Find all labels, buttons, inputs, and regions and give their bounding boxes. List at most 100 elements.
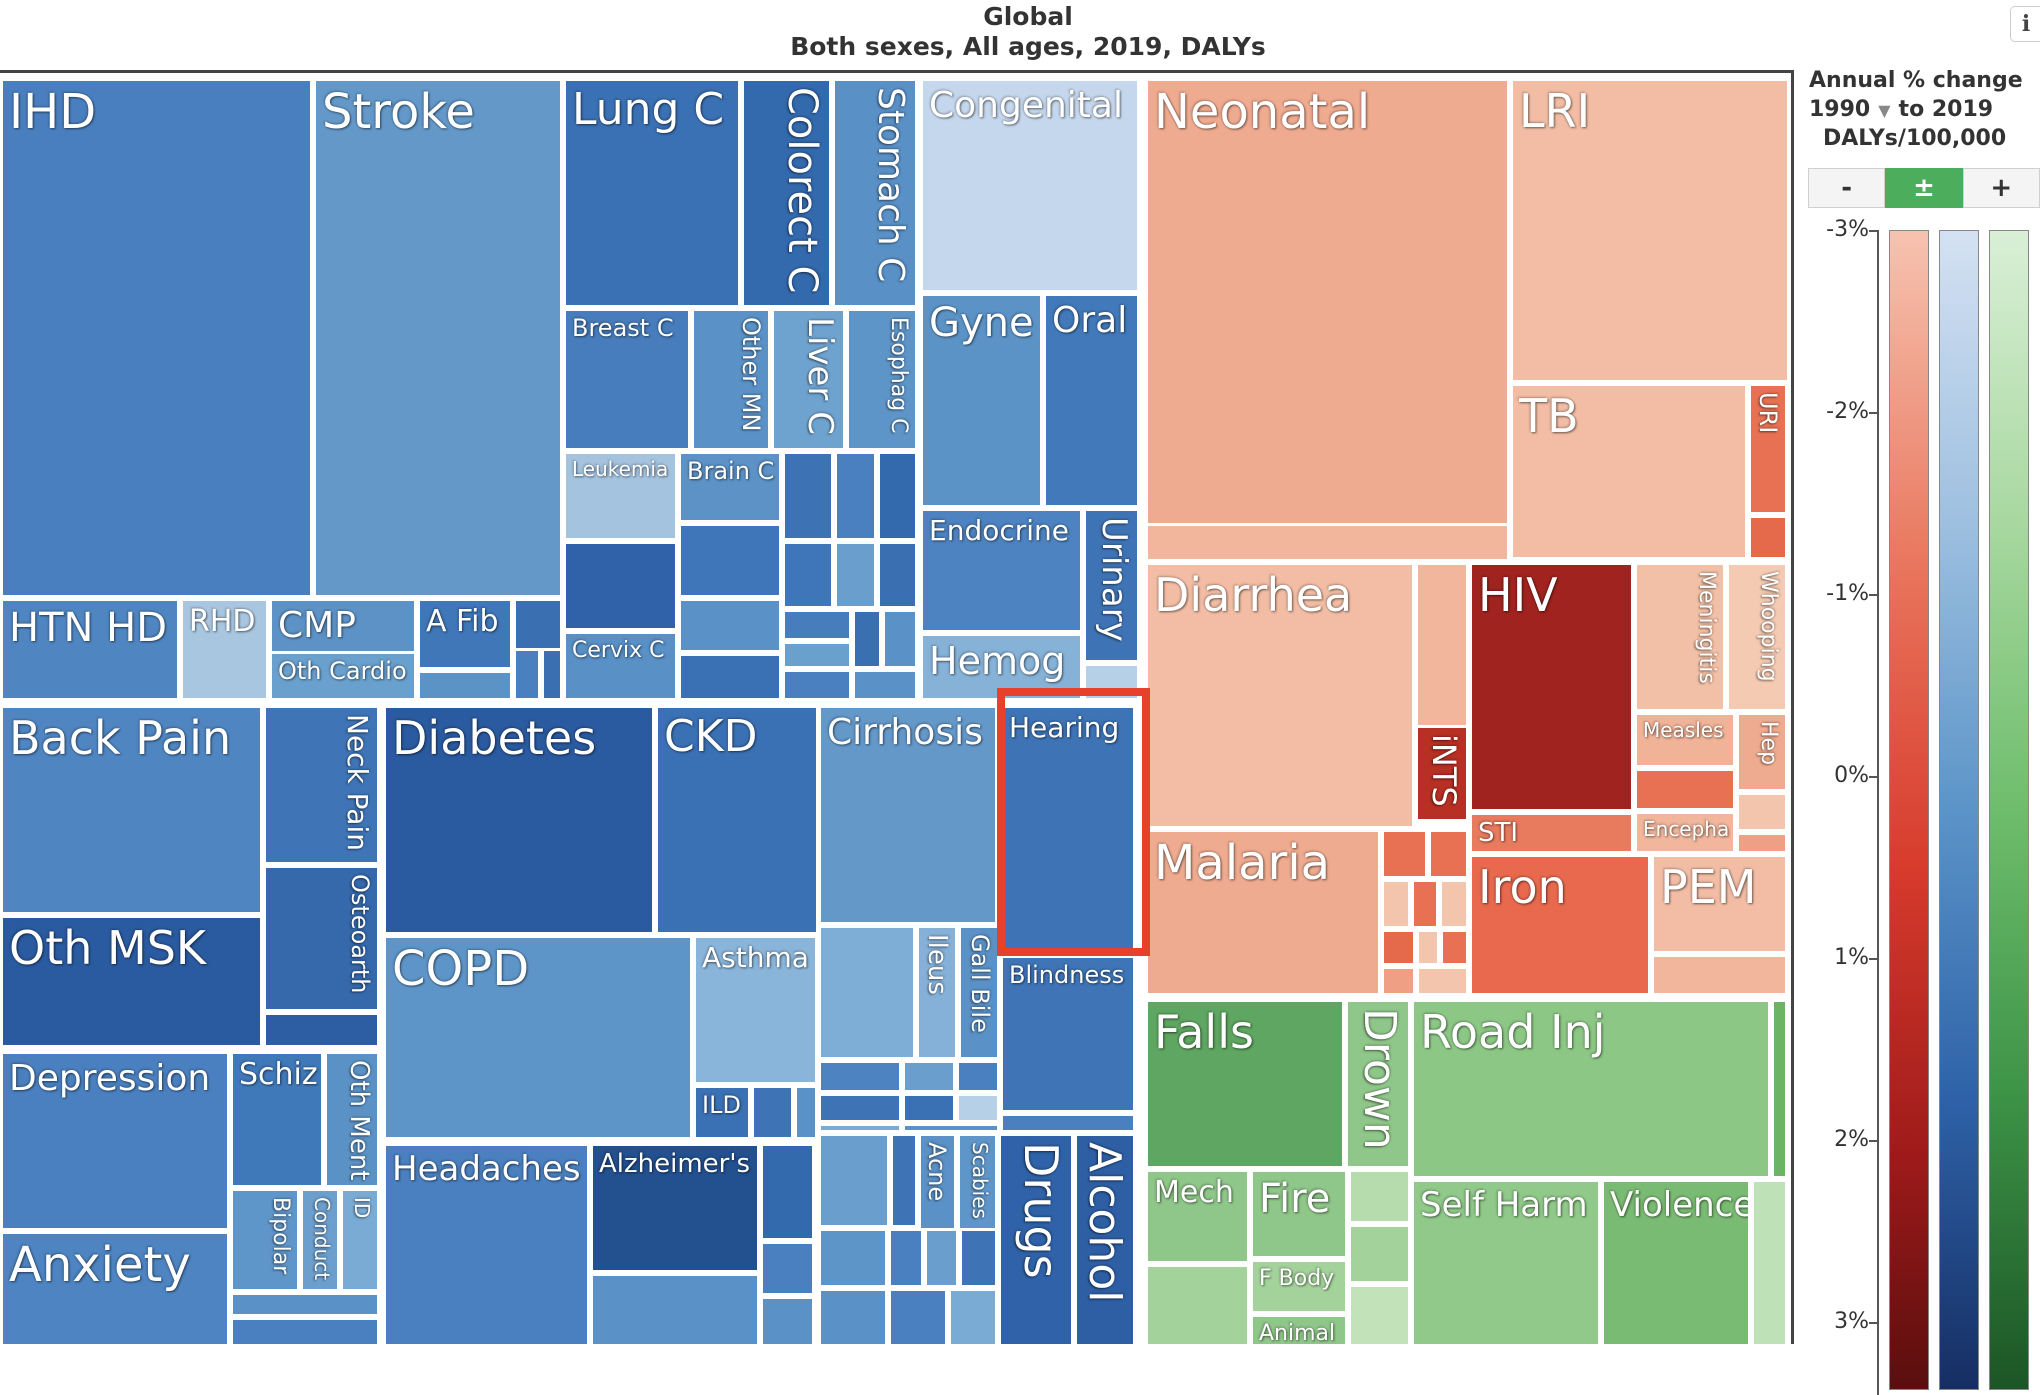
tile-unlabeled[interactable]	[1751, 1179, 1788, 1344]
tile-unlabeled[interactable]	[678, 653, 782, 701]
tile-lungc[interactable]: Lung C	[563, 78, 741, 308]
tile-unlabeled[interactable]	[230, 1317, 380, 1344]
tile-ckd[interactable]: CKD	[655, 705, 819, 935]
tile-gyne[interactable]: Gyne	[920, 293, 1043, 508]
tile-headaches[interactable]: Headaches	[383, 1143, 590, 1344]
tile-hiv[interactable]: HIV	[1469, 562, 1634, 812]
tile-unlabeled[interactable]	[760, 1143, 815, 1241]
tile-unlabeled[interactable]	[948, 1288, 998, 1344]
tile-unlabeled[interactable]	[1348, 1284, 1411, 1344]
tile-violence[interactable]: Violence	[1601, 1179, 1751, 1344]
tile-unlabeled[interactable]	[1083, 663, 1140, 701]
tile-copd[interactable]: COPD	[383, 935, 693, 1140]
tile-depression[interactable]: Depression	[0, 1051, 230, 1231]
tile-hearing[interactable]: Hearing	[1000, 705, 1136, 955]
tile-hemog[interactable]: Hemog	[920, 633, 1083, 701]
tile-brainc[interactable]: Brain C	[678, 451, 782, 523]
tile-unlabeled[interactable]	[782, 541, 834, 609]
tile-iron[interactable]: Iron	[1469, 854, 1651, 996]
tile-ileus[interactable]: Ileus	[916, 925, 958, 1060]
tile-unlabeled[interactable]	[1381, 879, 1411, 929]
tile-unlabeled[interactable]	[956, 1093, 1000, 1123]
tile-unlabeled[interactable]	[877, 451, 918, 541]
tile-lri[interactable]: LRI	[1510, 78, 1790, 383]
tile-unlabeled[interactable]	[1736, 832, 1788, 854]
tile-mech[interactable]: Mech	[1145, 1169, 1250, 1264]
tile-unlabeled[interactable]	[1771, 999, 1788, 1179]
tile-unlabeled[interactable]	[263, 1012, 380, 1048]
tile-unlabeled[interactable]	[902, 1060, 956, 1093]
tile-fire[interactable]: Fire	[1250, 1169, 1348, 1259]
tile-unlabeled[interactable]	[1736, 792, 1788, 832]
tile-diarrhea[interactable]: Diarrhea	[1145, 562, 1415, 829]
tile-unlabeled[interactable]	[818, 1093, 902, 1123]
tile-roadinj[interactable]: Road Inj	[1411, 999, 1771, 1179]
tile-unlabeled[interactable]	[1634, 768, 1736, 811]
tile-scabies[interactable]: Scabies	[957, 1133, 998, 1233]
tile-unlabeled[interactable]	[902, 1093, 956, 1123]
tile-measles[interactable]: Measles	[1634, 712, 1736, 768]
tile-unlabeled[interactable]	[818, 1133, 890, 1228]
tile-unlabeled[interactable]	[782, 609, 852, 641]
tile-liverc[interactable]: Liver C	[771, 308, 846, 451]
tile-endocrine[interactable]: Endocrine	[920, 508, 1083, 633]
tile-blindness[interactable]: Blindness	[1000, 955, 1136, 1113]
tile-schiz[interactable]: Schiz	[230, 1051, 324, 1188]
tile-unlabeled[interactable]	[1381, 829, 1428, 879]
tile-encepha[interactable]: Encepha	[1634, 811, 1736, 854]
tile-unlabeled[interactable]	[890, 1133, 918, 1228]
tile-stomachc[interactable]: Stomach C	[832, 78, 918, 308]
tile-unlabeled[interactable]	[794, 1085, 818, 1140]
tile-unlabeled[interactable]	[902, 1123, 1000, 1133]
tile-unlabeled[interactable]	[1348, 1224, 1411, 1284]
tile-unlabeled[interactable]	[563, 541, 678, 631]
tile-leukemia[interactable]: Leukemia	[563, 451, 678, 541]
tile-pem[interactable]: PEM	[1651, 854, 1788, 954]
tile-unlabeled[interactable]	[1411, 879, 1439, 929]
tile-drown[interactable]: Drown	[1345, 999, 1411, 1169]
tile-hep[interactable]: Hep	[1736, 712, 1788, 792]
tile-unlabeled[interactable]	[760, 1296, 815, 1344]
tile-unlabeled[interactable]	[590, 1273, 760, 1344]
both-mode-button[interactable]: ±	[1885, 168, 1963, 208]
tile-unlabeled[interactable]	[1416, 966, 1469, 996]
tile-colorectc[interactable]: Colorect C	[741, 78, 832, 308]
tile-afib[interactable]: A Fib	[417, 598, 513, 670]
tile-unlabeled[interactable]	[818, 925, 916, 1060]
tile-ild[interactable]: ILD	[693, 1085, 751, 1140]
tile-drugs[interactable]: Drugs	[998, 1133, 1074, 1344]
tile-unlabeled[interactable]	[1440, 929, 1469, 966]
tile-cervixc[interactable]: Cervix C	[563, 631, 678, 701]
positive-mode-button[interactable]: +	[1962, 168, 2040, 208]
tile-selfharm[interactable]: Self Harm	[1411, 1179, 1601, 1344]
tile-rhd[interactable]: RHD	[180, 598, 269, 701]
tile-unlabeled[interactable]	[782, 669, 852, 701]
tile-falls[interactable]: Falls	[1145, 999, 1345, 1169]
tile-othcardio[interactable]: Oth Cardio	[269, 651, 417, 701]
tile-unlabeled[interactable]	[1428, 829, 1469, 879]
tile-anxiety[interactable]: Anxiety	[0, 1231, 230, 1344]
tile-gallbile[interactable]: Gall Bile	[958, 925, 1000, 1060]
tile-unlabeled[interactable]	[760, 1241, 815, 1296]
legend-year-to[interactable]: to 2019	[1898, 97, 1994, 122]
tile-osteoarth[interactable]: Osteoarth	[263, 865, 380, 1012]
tile-urinary[interactable]: Urinary	[1083, 508, 1140, 663]
tile-unlabeled[interactable]	[1651, 954, 1788, 996]
tile-diabetes[interactable]: Diabetes	[383, 705, 655, 935]
tile-unlabeled[interactable]	[956, 1060, 1000, 1093]
tile-unlabeled[interactable]	[1748, 515, 1788, 560]
tile-bipolar[interactable]: Bipolar	[230, 1188, 300, 1292]
tile-unlabeled[interactable]	[924, 1228, 959, 1288]
tile-unlabeled[interactable]	[818, 1228, 888, 1288]
tile-unlabeled[interactable]	[818, 1060, 902, 1093]
tile-acne[interactable]: Acne	[918, 1133, 957, 1233]
tile-unlabeled[interactable]	[852, 609, 882, 669]
tile-tb[interactable]: TB	[1510, 383, 1748, 560]
tile-unlabeled[interactable]	[1381, 929, 1416, 966]
tile-unlabeled[interactable]	[888, 1228, 924, 1288]
tile-unlabeled[interactable]	[834, 451, 877, 541]
tile-alzheimers[interactable]: Alzheimer's	[590, 1143, 760, 1273]
tile-cirrhosis[interactable]: Cirrhosis	[818, 705, 998, 925]
tile-othment[interactable]: Oth Ment	[324, 1051, 380, 1188]
tile-fbody[interactable]: F Body	[1250, 1259, 1348, 1314]
